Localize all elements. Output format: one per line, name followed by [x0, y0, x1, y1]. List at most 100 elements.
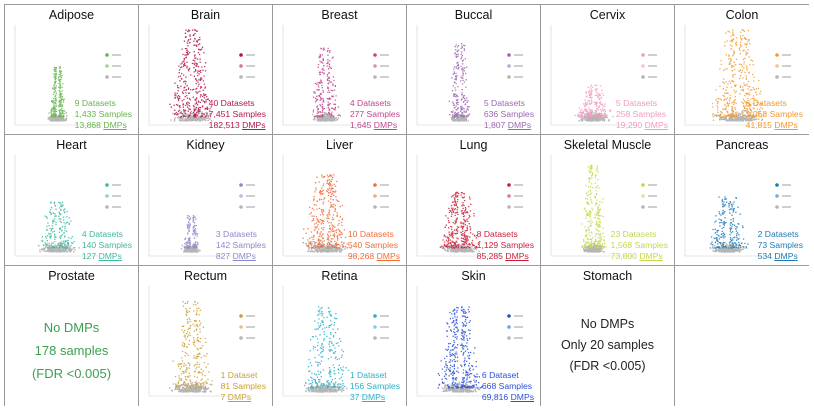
message-line: 178 samples: [34, 343, 109, 358]
dmp-count-line: 19,290 DMPs: [616, 120, 668, 131]
panel-title: Heart: [56, 138, 87, 152]
no-dmps-message: No DMPs Only 20 samples (FDR <0.005): [541, 314, 674, 377]
dataset-count: 9 Datasets: [74, 98, 116, 108]
panel-title: Lung: [459, 138, 488, 152]
message-line: (FDR <0.005): [569, 359, 646, 373]
dmp-count-line: 13,868 DMPs: [75, 120, 132, 131]
dmp-count: 7: [220, 392, 226, 402]
dmp-count-line: 41,815 DMPs: [746, 120, 803, 131]
volcano-plot: [550, 25, 657, 126]
dmp-count: 37: [349, 392, 360, 402]
significant-points: [183, 214, 199, 249]
significant-points: [302, 174, 352, 249]
dmp-count-line: 7 DMPs: [221, 392, 266, 403]
dataset-count: 4 Datasets: [81, 229, 123, 239]
sample-count: 81 Samples: [220, 381, 266, 391]
significant-points: [574, 84, 614, 118]
panel-title: Prostate: [48, 269, 95, 283]
panel-stats: 5 Datasets 258 Samples 19,290 DMPs: [616, 98, 668, 131]
panel-stats: 6 Datasets 1,058 Samples 41,815 DMPs: [746, 98, 803, 131]
legend-dot: [239, 325, 243, 329]
dmp-label: DMPs: [232, 251, 256, 261]
legend-dot: [373, 314, 377, 318]
panel-skeletal-muscle: Skeletal Muscle 23 Datasets 1,568 Samples 7…: [541, 135, 675, 266]
dmp-count: 127: [81, 251, 97, 261]
dmp-count-line: 182,513 DMPs: [209, 120, 266, 131]
panel-stats: 4 Datasets 277 Samples 1,645 DMPs: [350, 98, 400, 131]
panel-colon: Colon 6 Datasets 1,058 Samples 41,815 DMPs: [675, 5, 809, 135]
sample-count: 668 Samples: [481, 381, 533, 391]
dmp-label: DMPs: [644, 120, 668, 130]
significant-points: [48, 65, 67, 118]
dmp-count: 85,285: [476, 251, 503, 261]
volcano-plot: [684, 25, 791, 126]
legend-dot: [507, 53, 511, 57]
sample-count: 7,451 Samples: [208, 109, 266, 119]
volcano-plot: [416, 25, 523, 126]
panel-buccal: Buccal 5 Datasets 636 Samples 1,807 DMPs: [407, 5, 541, 135]
legend-dot: [373, 205, 377, 209]
legend-dot: [373, 53, 377, 57]
panel-title: Buccal: [454, 8, 493, 22]
sample-count: 636 Samples: [483, 109, 534, 119]
dataset-count: 6 Dataset: [481, 370, 519, 380]
dmp-count: 13,868: [74, 120, 101, 130]
panel-title: Kidney: [186, 138, 225, 152]
panel-stats: 4 Datasets 140 Samples 127 DMPs: [82, 229, 132, 262]
sample-count: 142 Samples: [215, 240, 266, 250]
dmp-count: 98,268: [347, 251, 375, 261]
dmp-label: DMPs: [103, 120, 127, 130]
legend-dot: [641, 183, 645, 187]
panel-lung: Lung 8 Datasets 1,129 Samples 85,285 DMPs: [407, 135, 541, 266]
panel-title: Skeletal Muscle: [563, 138, 652, 152]
dmp-count-line: 73,800 DMPs: [611, 251, 668, 262]
legend-dot: [775, 194, 779, 198]
legend-dot: [239, 75, 243, 79]
panel-stats: 40 Datasets 7,451 Samples 182,513 DMPs: [209, 98, 266, 131]
dmp-count: 41,815: [745, 120, 772, 130]
sample-count: 540 Samples: [347, 240, 399, 250]
significant-points: [437, 306, 483, 389]
dataset-count: 6 Datasets: [745, 98, 787, 108]
legend-dot: [507, 64, 511, 68]
dmp-count: 69,816: [481, 392, 509, 402]
significant-points: [168, 300, 213, 389]
legend-dot: [373, 183, 377, 187]
dmp-count: 1,807: [483, 120, 506, 130]
volcano-plot: [416, 286, 523, 397]
legend-dot: [507, 205, 511, 209]
dataset-count: 23 Datasets: [610, 229, 657, 239]
panel-stats: 2 Datasets 73 Samples 534 DMPs: [758, 229, 803, 262]
legend-dot: [373, 75, 377, 79]
dmp-label: DMPs: [227, 392, 252, 402]
panel-stats: 1 Dataset 156 Samples 37 DMPs: [350, 370, 400, 403]
dmp-count: 182,513: [208, 120, 240, 130]
sample-count: 258 Samples: [615, 109, 667, 119]
nonsignificant-points: [450, 111, 469, 122]
dmp-count-line: 37 DMPs: [350, 392, 400, 403]
message-line: Only 20 samples: [560, 338, 655, 352]
panel-retina: Retina 1 Dataset 156 Samples 37 DMPs: [273, 266, 407, 406]
dmp-label: DMPs: [242, 120, 266, 130]
legend-dot: [105, 53, 109, 57]
legend-dot: [775, 183, 779, 187]
message-line: No DMPs: [43, 320, 100, 335]
legend-dot: [105, 64, 109, 68]
sample-count: 140 Samples: [81, 240, 132, 250]
legend-dot: [775, 64, 779, 68]
legend-dot: [239, 314, 243, 318]
legend-dot: [373, 64, 377, 68]
significant-points: [439, 191, 481, 249]
volcano-plot: [550, 155, 657, 257]
legend-dot: [239, 336, 243, 340]
nonsignificant-points: [581, 242, 605, 253]
volcano-plot: [148, 25, 255, 126]
panel-title: Breast: [321, 8, 358, 22]
legend-dot: [105, 75, 109, 79]
legend-dot: [239, 53, 243, 57]
dmp-count: 1,645: [349, 120, 372, 130]
panel-title: Liver: [325, 138, 354, 152]
panel-title: Brain: [190, 8, 221, 22]
dmp-label: DMPs: [507, 120, 532, 130]
dataset-count: 3 Datasets: [215, 229, 257, 239]
